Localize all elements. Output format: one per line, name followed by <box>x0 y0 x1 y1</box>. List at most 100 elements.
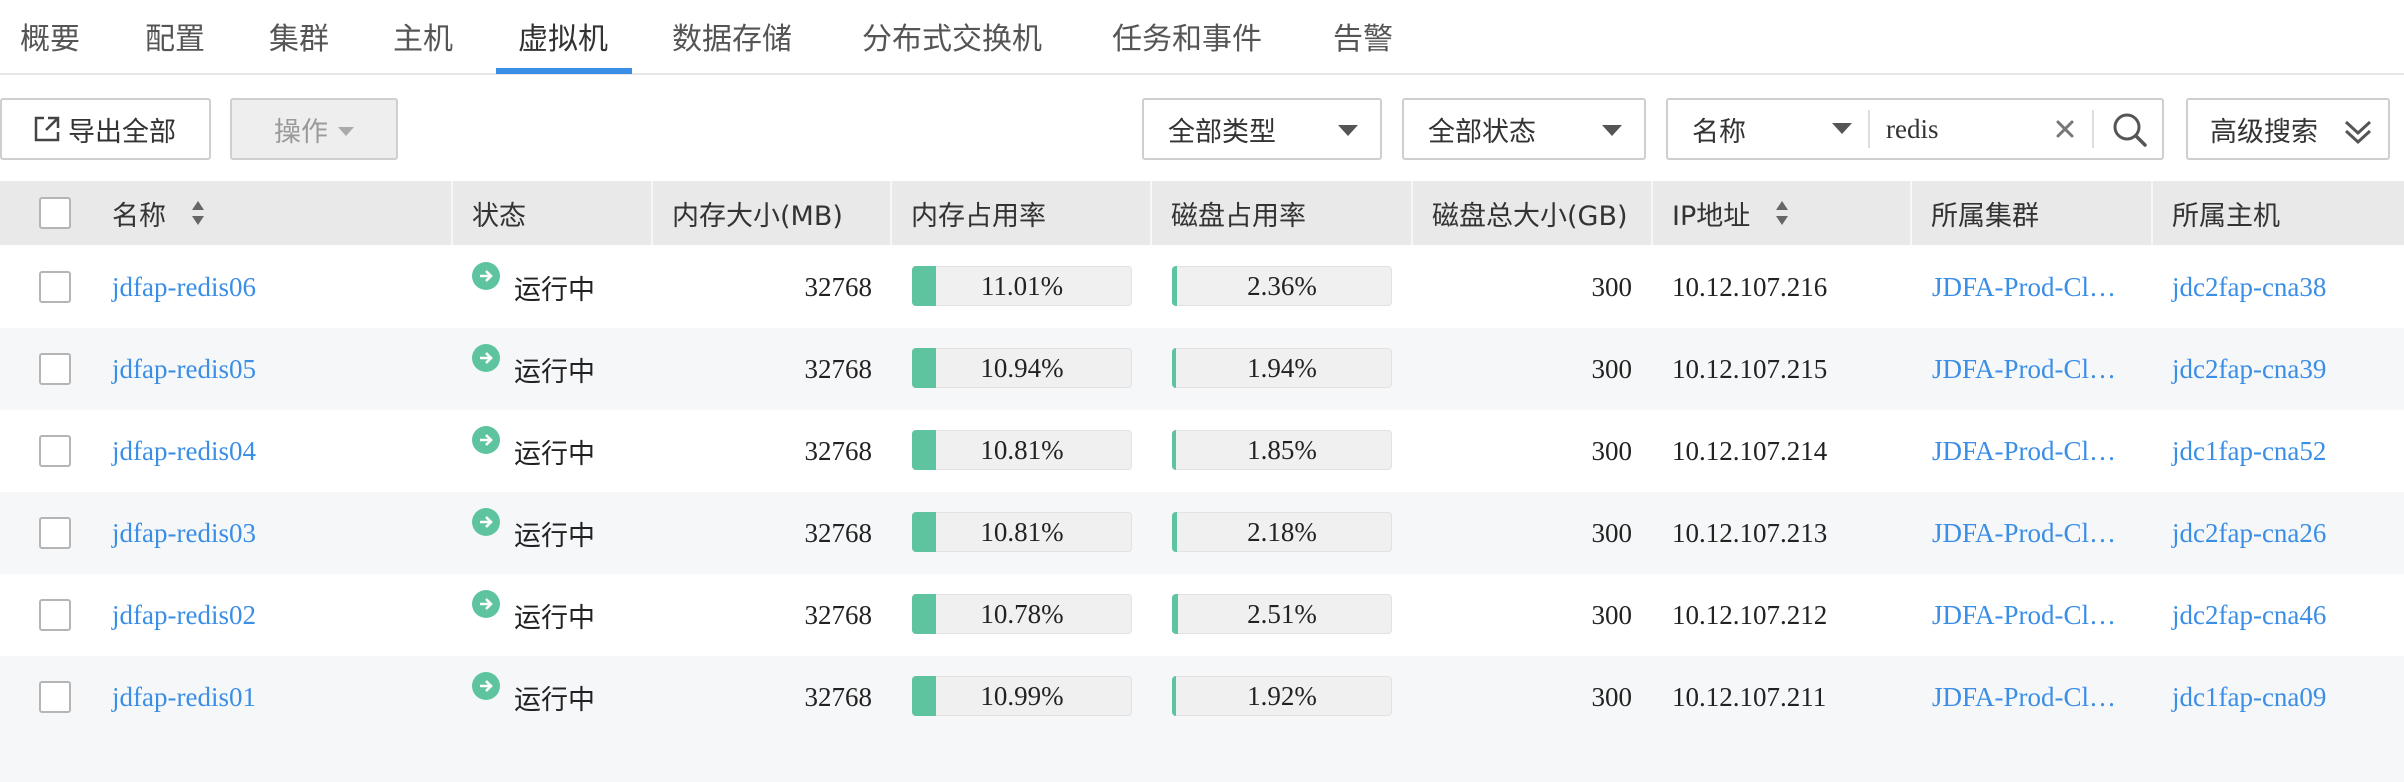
status-filter-select[interactable]: 全部状态 <box>1402 98 1646 160</box>
disk-usage-fill <box>1172 348 1176 388</box>
caret-down-icon <box>1832 123 1852 134</box>
running-arrow-icon <box>472 262 500 290</box>
disk-total: 300 <box>1591 353 1633 384</box>
disk-usage-text: 1.92% <box>1247 680 1317 711</box>
type-filter-select[interactable]: 全部类型 <box>1142 98 1382 160</box>
memory-usage-text: 10.78% <box>980 598 1064 629</box>
disk-usage-bar: 1.92% <box>1172 676 1392 716</box>
running-arrow-icon <box>472 426 500 454</box>
tab-config[interactable]: 配置 <box>145 22 205 57</box>
row-checkbox[interactable] <box>39 435 71 467</box>
column-header-memory-size: 内存大小(MB) <box>672 200 843 232</box>
tab-overview[interactable]: 概要 <box>20 22 80 57</box>
memory-usage-text: 10.94% <box>980 352 1064 383</box>
host-link[interactable]: jdc2fap-cna38 <box>2172 271 2327 302</box>
divider <box>2092 110 2094 148</box>
row-checkbox[interactable] <box>39 517 71 549</box>
sort-icon[interactable] <box>190 199 206 227</box>
ip-address: 10.12.107.214 <box>1672 435 1828 466</box>
vm-name-link[interactable]: jdfap-redis03 <box>112 517 256 548</box>
select-all-checkbox[interactable] <box>39 197 71 229</box>
divider <box>1910 181 1912 245</box>
disk-usage-text: 2.51% <box>1247 598 1317 629</box>
tab-clusters[interactable]: 集群 <box>269 22 329 57</box>
search-field-select[interactable]: 名称 <box>1668 100 1868 158</box>
memory-usage-bar: 10.81% <box>912 512 1132 552</box>
disk-usage-text: 1.85% <box>1247 434 1317 465</box>
sort-icon[interactable] <box>1774 199 1790 227</box>
host-link[interactable]: jdc2fap-cna39 <box>2172 353 2327 384</box>
disk-total: 300 <box>1591 517 1633 548</box>
advanced-search-button[interactable]: 高级搜索 <box>2186 98 2390 160</box>
memory-usage-fill <box>912 512 936 552</box>
memory-size: 32768 <box>804 681 873 712</box>
search-icon[interactable] <box>2108 108 2152 152</box>
table-row[interactable]: jdfap-redis02 运行中 32768 10.78% 2.51% 300… <box>0 574 2404 656</box>
disk-total: 300 <box>1591 435 1633 466</box>
caret-down-icon <box>1602 125 1622 136</box>
row-checkbox[interactable] <box>39 599 71 631</box>
disk-usage-text: 2.36% <box>1247 270 1317 301</box>
tab-tasks-events[interactable]: 任务和事件 <box>1112 22 1262 57</box>
disk-usage-fill <box>1172 594 1178 634</box>
column-header-name[interactable]: 名称 <box>92 181 206 245</box>
disk-total: 300 <box>1591 681 1633 712</box>
host-link[interactable]: jdc2fap-cna46 <box>2172 599 2327 630</box>
cluster-link[interactable]: JDFA-Prod-Cl… <box>1932 271 2117 302</box>
column-header-ip[interactable]: IP地址 <box>1652 181 1790 245</box>
export-all-button[interactable]: 导出全部 <box>0 98 211 160</box>
row-checkbox[interactable] <box>39 353 71 385</box>
memory-size: 32768 <box>804 271 873 302</box>
cluster-link[interactable]: JDFA-Prod-Cl… <box>1932 599 2117 630</box>
tab-vms[interactable]: 虚拟机 <box>518 22 608 57</box>
divider <box>890 181 892 245</box>
memory-usage-fill <box>912 676 936 716</box>
ip-address: 10.12.107.211 <box>1672 681 1827 712</box>
close-icon[interactable] <box>2048 112 2082 146</box>
table-row[interactable]: jdfap-redis03 运行中 32768 10.81% 2.18% 300… <box>0 492 2404 574</box>
operations-button[interactable]: 操作 <box>230 98 398 160</box>
vm-name-link[interactable]: jdfap-redis01 <box>112 681 256 712</box>
cluster-link[interactable]: JDFA-Prod-Cl… <box>1932 435 2117 466</box>
cluster-link[interactable]: JDFA-Prod-Cl… <box>1932 517 2117 548</box>
memory-size: 32768 <box>804 599 873 630</box>
host-link[interactable]: jdc2fap-cna26 <box>2172 517 2327 548</box>
column-header-host: 所属主机 <box>2172 200 2280 232</box>
status-cell: 运行中 <box>472 410 595 492</box>
tab-alarms[interactable]: 告警 <box>1333 22 1393 57</box>
divider <box>1868 110 1870 148</box>
tab-hosts[interactable]: 主机 <box>393 22 453 57</box>
status-cell: 运行中 <box>472 246 595 328</box>
row-checkbox[interactable] <box>39 681 71 713</box>
vm-name-link[interactable]: jdfap-redis04 <box>112 435 256 466</box>
memory-usage-fill <box>912 266 936 306</box>
vm-name-link[interactable]: jdfap-redis02 <box>112 599 256 630</box>
disk-usage-fill <box>1172 512 1177 552</box>
table-row[interactable]: jdfap-redis01 运行中 32768 10.99% 1.92% 300… <box>0 656 2404 738</box>
disk-usage-bar: 2.36% <box>1172 266 1392 306</box>
table-row[interactable]: jdfap-redis06 运行中 32768 11.01% 2.36% 300… <box>0 246 2404 328</box>
host-link[interactable]: jdc1fap-cna52 <box>2172 435 2327 466</box>
ip-address: 10.12.107.213 <box>1672 517 1828 548</box>
row-checkbox[interactable] <box>39 271 71 303</box>
cluster-link[interactable]: JDFA-Prod-Cl… <box>1932 681 2117 712</box>
tab-distributed-switch[interactable]: 分布式交换机 <box>862 22 1042 57</box>
active-tab-indicator <box>496 68 632 74</box>
status-cell: 运行中 <box>472 492 595 574</box>
status-cell: 运行中 <box>472 328 595 410</box>
tab-datastores[interactable]: 数据存储 <box>672 22 792 57</box>
vm-name-link[interactable]: jdfap-redis05 <box>112 353 256 384</box>
cluster-link[interactable]: JDFA-Prod-Cl… <box>1932 353 2117 384</box>
memory-usage-fill <box>912 348 936 388</box>
host-link[interactable]: jdc1fap-cna09 <box>2172 681 2327 712</box>
search-input[interactable] <box>1886 106 2036 152</box>
disk-usage-fill <box>1172 266 1177 306</box>
memory-usage-bar: 11.01% <box>912 266 1132 306</box>
column-header-disk-total: 磁盘总大小(GB) <box>1432 200 1628 232</box>
memory-size: 32768 <box>804 353 873 384</box>
table-row[interactable]: jdfap-redis04 运行中 32768 10.81% 1.85% 300… <box>0 410 2404 492</box>
vm-name-link[interactable]: jdfap-redis06 <box>112 271 256 302</box>
status-filter-value: 全部状态 <box>1428 116 1536 148</box>
table-row[interactable]: jdfap-redis05 运行中 32768 10.94% 1.94% 300… <box>0 328 2404 410</box>
search-box: 名称 <box>1666 98 2164 160</box>
